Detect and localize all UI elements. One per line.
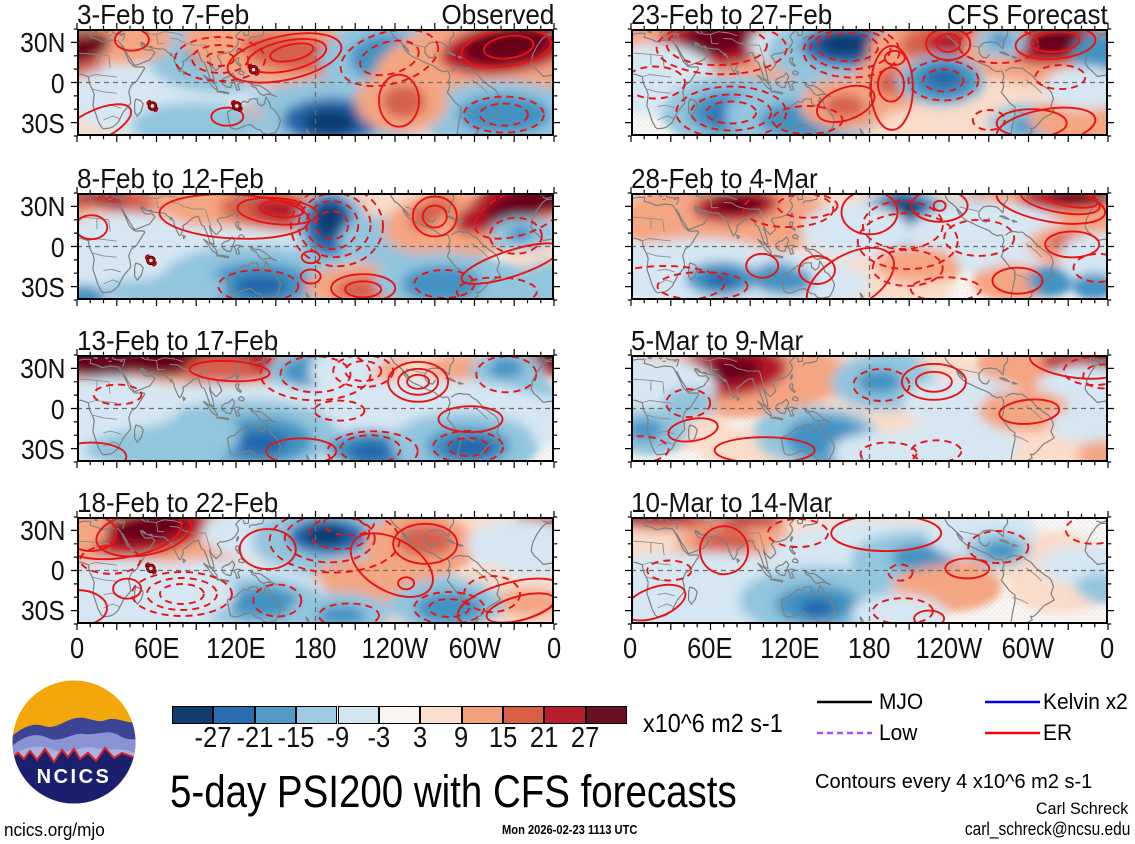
svg-text:NCICS: NCICS	[37, 766, 112, 788]
